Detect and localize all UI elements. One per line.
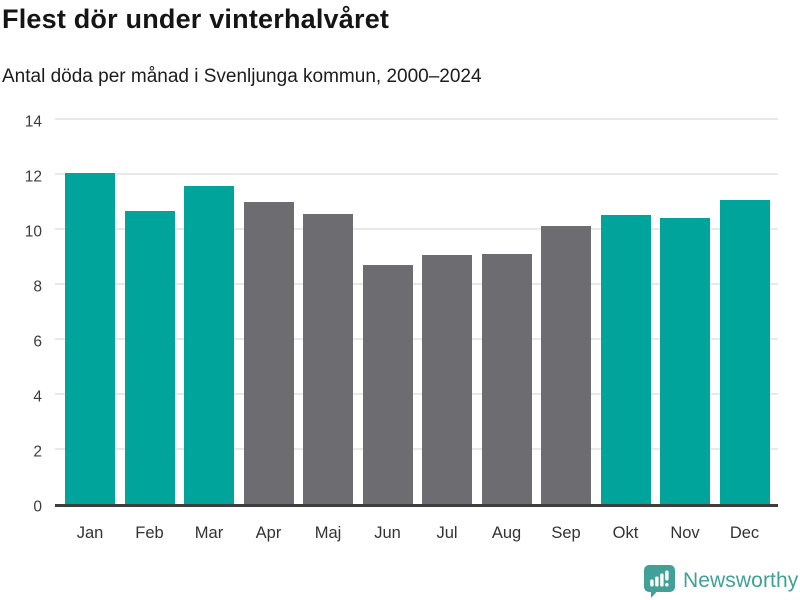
y-tick-label-8: 8 [33, 278, 42, 296]
x-tick-label-mar: Mar [194, 524, 224, 542]
x-tick-label-okt: Okt [612, 524, 639, 542]
bar-aug [481, 253, 532, 504]
x-tick-label-jan: Jan [76, 524, 104, 542]
gridline-8 [55, 283, 778, 285]
bar-maj [303, 213, 353, 504]
gridline-10 [55, 228, 778, 230]
bar-dec [719, 200, 770, 504]
x-tick-label-dec: Dec [729, 524, 760, 542]
gridline-12 [55, 173, 778, 175]
x-tick-label-aug: Aug [491, 524, 522, 542]
bar-jun [362, 264, 413, 504]
bar-chart: 0 2 4 6 8 10 12 14 Jan Feb Mar Apr Maj Jun Jul Aug Sep O… [0, 110, 800, 555]
newsworthy-speech-bubble-bar-chart-icon [644, 565, 675, 598]
brand-footer: Newsworthy [643, 564, 798, 598]
x-tick-label-sep: Sep [551, 524, 581, 542]
gridline-14 [55, 118, 778, 120]
x-tick-label-maj: Maj [314, 524, 342, 542]
gridline-2 [55, 448, 778, 450]
bar-okt [600, 215, 651, 504]
y-tick-label-12: 12 [24, 168, 42, 186]
bar-sep [541, 226, 591, 504]
x-tick-label-apr: Apr [255, 524, 282, 542]
bar-mar [184, 186, 234, 504]
bar-apr [243, 201, 294, 504]
y-tick-label-14: 14 [24, 113, 42, 131]
x-tick-label-feb: Feb [135, 524, 164, 542]
bar-jul [422, 255, 472, 504]
y-tick-label-2: 2 [33, 443, 42, 461]
chart-title: Flest dör under vinterhalvåret [2, 4, 390, 34]
bar-nov [660, 218, 710, 504]
chart-subtitle: Antal döda per månad i Svenljunga kommun… [2, 66, 482, 87]
x-tick-label-nov: Nov [670, 524, 700, 542]
brand-name: Newsworthy [683, 569, 799, 592]
y-tick-label-4: 4 [33, 388, 42, 406]
gridline-4 [55, 393, 778, 395]
gridline-6 [55, 338, 778, 340]
x-axis: Jan Feb Mar Apr Maj Jun Jul Aug Sep Okt Nov Dec [55, 520, 778, 550]
bar-feb [124, 211, 175, 504]
x-tick-label-jun: Jun [374, 524, 401, 542]
y-tick-label-6: 6 [33, 333, 42, 351]
bar-jan [65, 172, 115, 504]
y-axis: 0 2 4 6 8 10 12 14 [0, 114, 42, 514]
x-tick-label-jul: Jul [436, 524, 458, 542]
y-tick-label-10: 10 [24, 223, 42, 241]
plot-area [55, 118, 778, 507]
y-tick-label-0: 0 [33, 498, 42, 516]
